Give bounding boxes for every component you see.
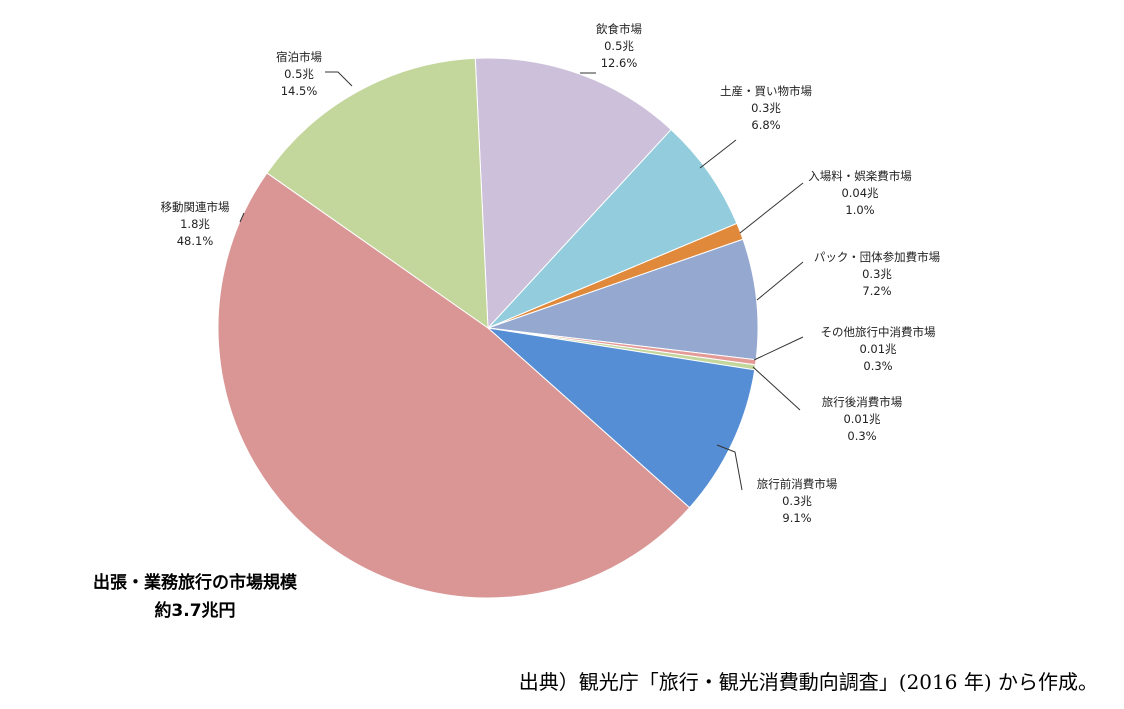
slice-percent-7: 9.1% xyxy=(782,511,811,525)
slice-value-5: 0.01兆 xyxy=(859,342,897,356)
pie-slice-4 xyxy=(487,238,759,361)
slice-value-4: 0.3兆 xyxy=(862,267,892,281)
slice-value-3: 0.04兆 xyxy=(841,186,879,200)
slice-percent-6: 0.3% xyxy=(847,429,876,443)
pie-slice-9 xyxy=(266,57,489,329)
pie-slice-1 xyxy=(474,57,672,330)
pie-slice-8 xyxy=(217,172,691,599)
slice-value-7: 0.3兆 xyxy=(782,494,812,508)
slice-value-8: 1.8兆 xyxy=(180,217,210,231)
slice-label-2: 土産・買い物市場 xyxy=(720,84,812,98)
leader-line-2 xyxy=(699,139,737,169)
slice-percent-4: 7.2% xyxy=(862,284,891,298)
leader-line-6 xyxy=(752,366,801,411)
leader-line-8 xyxy=(239,212,245,223)
slice-percent-3: 1.0% xyxy=(845,203,874,217)
leader-line-7 xyxy=(716,444,743,491)
leader-line-3 xyxy=(739,182,804,234)
slice-label-5: その他旅行中消費市場 xyxy=(821,325,936,339)
slice-value-1: 0.5兆 xyxy=(604,39,634,53)
source-note: 出典）観光庁「旅行・観光消費動向調査」(2016 年) から作成。 xyxy=(518,670,1098,694)
slice-label-8: 移動関連市場 xyxy=(161,200,230,214)
chart-title-line-1: 出張・業務旅行の市場規模 xyxy=(93,572,298,593)
slice-labels: 飲食市場 0.5兆 12.6% 土産・買い物市場 0.3兆 6.8% 入場料・娯楽費市場 0.… xyxy=(161,22,941,525)
slice-label-6: 旅行後消費市場 xyxy=(822,395,903,409)
slice-percent-5: 0.3% xyxy=(863,359,892,373)
slice-percent-1: 12.6% xyxy=(601,56,638,70)
leader-line-9 xyxy=(325,71,353,87)
pie-slice-7 xyxy=(486,327,756,509)
chart-title-line-2: 約3.7兆円 xyxy=(154,600,235,621)
pie-slice-2 xyxy=(487,128,738,329)
slice-label-1: 飲食市場 xyxy=(596,22,642,36)
slice-percent-8: 48.1% xyxy=(177,234,214,248)
slice-value-2: 0.3兆 xyxy=(751,101,781,115)
slice-value-9: 0.5兆 xyxy=(284,67,314,81)
slice-label-9: 宿泊市場 xyxy=(276,50,322,64)
slice-percent-2: 6.8% xyxy=(751,118,780,132)
slice-label-7: 旅行前消費市場 xyxy=(757,477,838,491)
leader-line-5 xyxy=(753,336,804,361)
pie-slices xyxy=(217,57,759,599)
leader-lines xyxy=(239,71,804,491)
slice-percent-9: 14.5% xyxy=(281,84,318,98)
leader-line-4 xyxy=(756,261,804,301)
slice-label-4: パック・団体参加費市場 xyxy=(814,250,941,264)
slice-label-3: 入場料・娯楽費市場 xyxy=(808,169,912,183)
slice-value-6: 0.01兆 xyxy=(843,412,881,426)
